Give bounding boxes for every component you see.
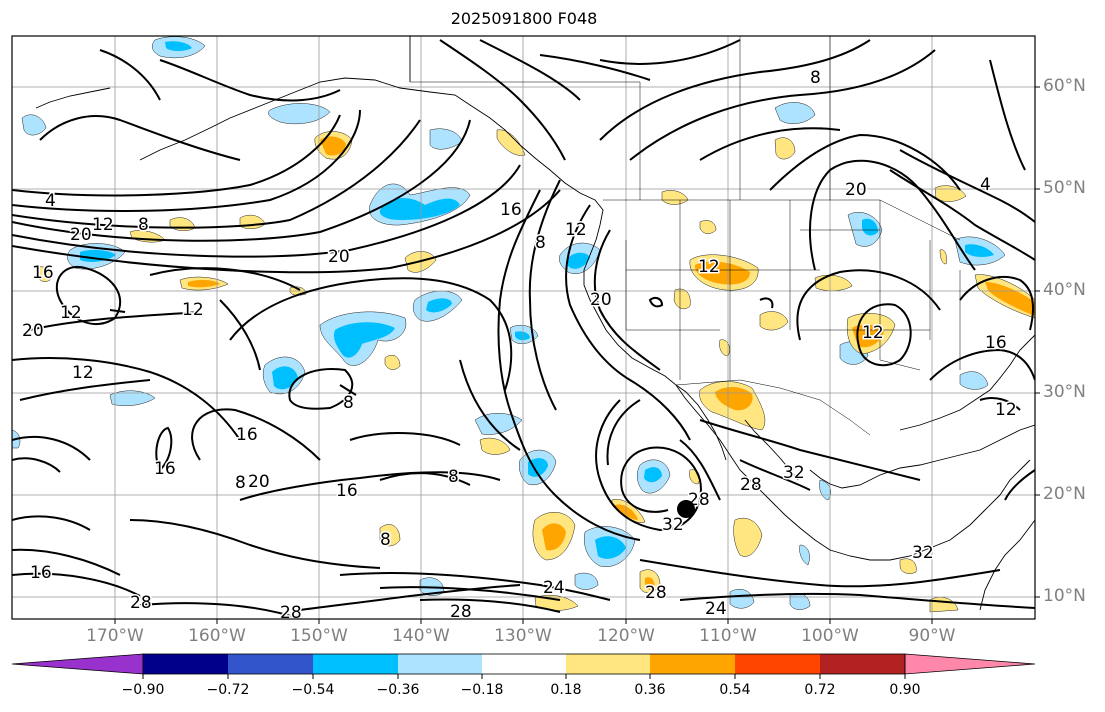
- colorbar: [11, 653, 1036, 679]
- contour-label: 24: [543, 578, 565, 598]
- colorbar-bin: [143, 654, 228, 674]
- colorbar-tick-label: −0.72: [206, 682, 250, 698]
- contour-label: 20: [590, 290, 612, 310]
- colorbar-tick-label: −0.54: [291, 682, 335, 698]
- contour-label: 20: [70, 225, 92, 245]
- contour-label: 4: [45, 191, 56, 211]
- colorbar-bin: [11, 653, 144, 675]
- lon-label: 120°W: [597, 626, 655, 646]
- colorbar-tick-label: −0.18: [460, 682, 504, 698]
- contour-lines: [12, 39, 1035, 619]
- lon-label: 140°W: [392, 626, 450, 646]
- contour-label: 16: [30, 563, 52, 583]
- lon-label: 130°W: [494, 626, 552, 646]
- contour-label: 20: [248, 472, 270, 492]
- lon-label: 100°W: [801, 626, 859, 646]
- contour-label: 20: [845, 180, 867, 200]
- contour-label: 8: [380, 530, 391, 550]
- contour-label: 12: [995, 400, 1017, 420]
- colorbar-tick-label: 0.90: [889, 682, 921, 698]
- contour-label: 16: [236, 425, 258, 445]
- contour-label: 16: [336, 481, 358, 501]
- colorbar-bin: [566, 654, 650, 674]
- lat-label: 10°N: [1043, 586, 1086, 606]
- colorbar-tick-label: 0.72: [804, 682, 836, 698]
- colorbar-bin: [228, 654, 313, 674]
- contour-label: 8: [235, 473, 246, 493]
- colorbar-bin: [904, 653, 1036, 675]
- contour-label: 28: [740, 475, 762, 495]
- colorbar-tick-label: −0.36: [376, 682, 420, 698]
- lon-label: 150°W: [290, 626, 348, 646]
- map-title: 2025091800 F048: [450, 9, 598, 28]
- contour-label: 32: [662, 515, 684, 535]
- contour-label: 32: [783, 463, 805, 483]
- storm-center-marker: [677, 500, 695, 518]
- contour-label: 8: [448, 467, 459, 487]
- contour-label: 12: [182, 300, 204, 320]
- colorbar-bin: [482, 654, 566, 674]
- lat-label: 60°N: [1043, 76, 1086, 96]
- contour-label: 28: [645, 583, 667, 603]
- colorbar-tick-label: 0.54: [719, 682, 751, 698]
- contour-label: 12: [72, 363, 94, 383]
- lat-label: 30°N: [1043, 382, 1086, 402]
- colorbar-bin: [313, 654, 398, 674]
- contour-label: 12: [92, 215, 114, 235]
- contour-label: 8: [810, 68, 821, 88]
- contour-label: 28: [130, 593, 152, 613]
- contour-label: 12: [565, 220, 587, 240]
- contour-label: 28: [450, 602, 472, 622]
- lat-label: 50°N: [1043, 178, 1086, 198]
- lon-label: 170°W: [86, 626, 144, 646]
- contour-label: 20: [328, 247, 350, 267]
- contour-label: 16: [154, 459, 176, 479]
- contour-label: 16: [985, 333, 1007, 353]
- axis-ticks: [114, 86, 1040, 624]
- colorbar-bin: [735, 654, 820, 674]
- colorbar-bin: [820, 654, 905, 674]
- lat-label: 20°N: [1043, 484, 1086, 504]
- contour-label: 28: [280, 603, 302, 623]
- lon-label: 160°W: [188, 626, 246, 646]
- colorbar-tick-label: 0.18: [550, 682, 582, 698]
- contour-label: 4: [980, 175, 991, 195]
- lon-label: 90°W: [908, 626, 956, 646]
- colorbar-tick-label: 0.36: [634, 682, 666, 698]
- contour-label: 12: [60, 303, 82, 323]
- contour-label: 32: [912, 543, 934, 563]
- contour-label: 24: [705, 599, 727, 619]
- contour-label: 20: [22, 321, 44, 341]
- graticule: [12, 36, 1035, 619]
- contour-label: 12: [862, 323, 884, 343]
- colorbar-bin: [650, 654, 735, 674]
- political-borders: [410, 36, 961, 436]
- shaded-anomaly-fields: [12, 36, 1035, 613]
- colorbar-bin: [398, 654, 482, 674]
- colorbar-tick-label: −0.90: [121, 682, 165, 698]
- coastlines: [35, 36, 1035, 611]
- contour-label: 8: [535, 233, 546, 253]
- contour-label: 12: [698, 257, 720, 277]
- contour-labels: 4 12 8 20 16 12 20 20 12 16 8 12 8 12 12…: [21, 67, 1019, 623]
- contour-label: 16: [500, 200, 522, 220]
- contour-label: 16: [32, 263, 54, 283]
- lon-label: 110°W: [699, 626, 757, 646]
- lat-label: 40°N: [1043, 280, 1086, 300]
- contour-label: 8: [138, 215, 149, 235]
- contour-label: 8: [343, 393, 354, 413]
